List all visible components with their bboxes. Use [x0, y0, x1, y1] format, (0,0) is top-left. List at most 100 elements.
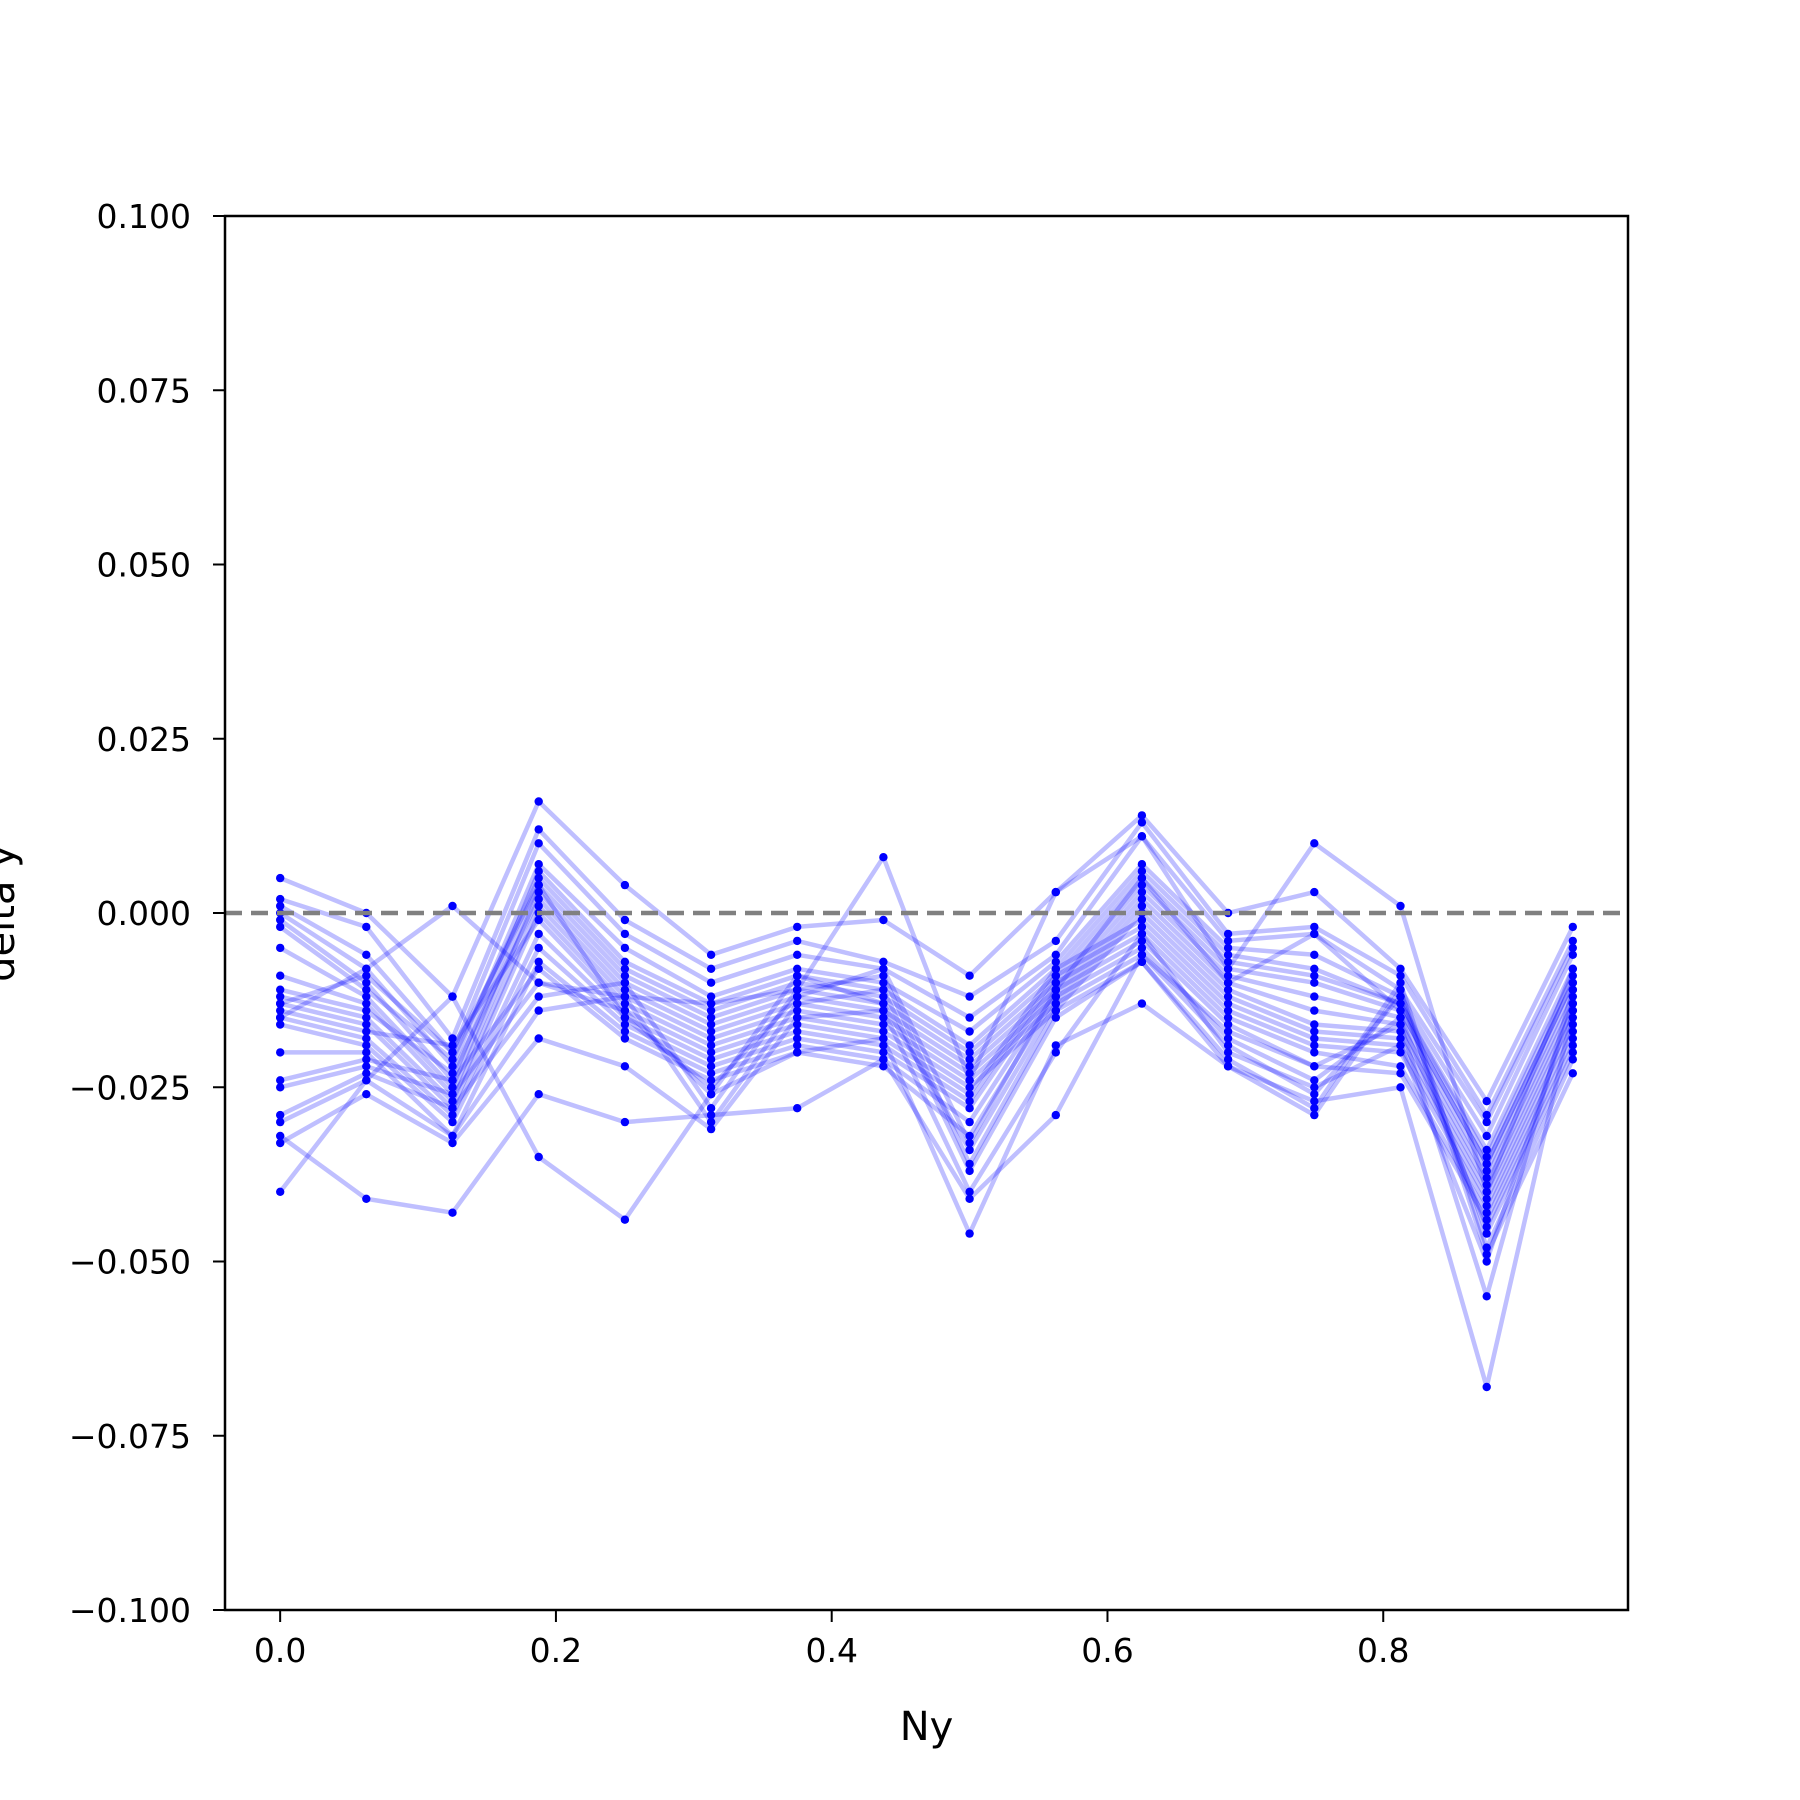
data-point: [620, 992, 630, 1001]
x-tick-label: 0.4: [805, 1631, 857, 1670]
data-point: [1137, 943, 1147, 953]
data-point: [620, 1117, 630, 1127]
data-point: [1568, 964, 1578, 973]
data-point: [1223, 929, 1233, 939]
data-point: [1310, 1090, 1319, 1099]
data-point: [1051, 1048, 1061, 1057]
data-point: [1137, 950, 1147, 959]
series-line: [279, 820, 1575, 1118]
data-point: [1310, 1027, 1319, 1036]
data-point: [706, 992, 716, 1001]
data-point: [879, 1041, 888, 1050]
data-point: [1310, 1083, 1319, 1092]
data-point: [534, 873, 543, 883]
data-point: [793, 1034, 802, 1043]
data-point: [362, 950, 371, 959]
data-point: [706, 1104, 716, 1113]
data-point: [448, 901, 457, 911]
data-point: [1310, 950, 1319, 959]
data-point: [1310, 964, 1319, 973]
data-point: [706, 1083, 716, 1092]
data-point: [879, 964, 888, 973]
data-point: [879, 978, 888, 987]
data-point: [276, 1020, 285, 1029]
data-point: [276, 1048, 285, 1057]
data-point: [620, 957, 630, 966]
data-point: [793, 999, 802, 1008]
series-line: [279, 882, 1575, 1167]
data-point: [1568, 1034, 1578, 1043]
data-point: [965, 971, 974, 980]
data-point: [1568, 1006, 1578, 1015]
data-point: [1137, 915, 1147, 925]
data-point: [1396, 1069, 1405, 1078]
series-layer: [276, 797, 1578, 1392]
data-point: [706, 1110, 716, 1120]
data-point: [1482, 1187, 1491, 1197]
data-point: [1223, 1062, 1233, 1071]
data-point: [362, 1062, 371, 1071]
data-point: [1223, 957, 1233, 966]
data-point: [534, 880, 543, 890]
data-point: [879, 999, 888, 1008]
data-point: [706, 1006, 716, 1015]
data-point: [1568, 1020, 1578, 1029]
x-tick-label: 0.2: [530, 1631, 582, 1670]
data-point: [620, 915, 630, 925]
data-point: [620, 929, 630, 939]
series-line: [279, 959, 1575, 1257]
data-point: [534, 1152, 543, 1162]
y-axis-label: delta y: [0, 844, 24, 982]
data-point: [793, 1020, 802, 1029]
data-point: [448, 1083, 457, 1092]
data-point: [965, 992, 974, 1001]
data-point: [1396, 985, 1405, 994]
data-point: [879, 1034, 888, 1043]
data-point: [276, 1138, 285, 1148]
data-point: [362, 1041, 371, 1050]
data-point: [534, 901, 543, 911]
data-point: [793, 1041, 802, 1050]
series-20: [276, 929, 1578, 1266]
data-point: [362, 978, 371, 987]
data-point: [534, 1090, 543, 1099]
data-point: [1568, 992, 1578, 1001]
data-point: [1223, 999, 1233, 1008]
data-point: [534, 1006, 543, 1015]
data-point: [1310, 922, 1319, 932]
data-point: [965, 1131, 974, 1141]
data-point: [1482, 1131, 1491, 1141]
data-point: [448, 1069, 457, 1078]
data-point: [1137, 880, 1147, 890]
data-point: [1051, 1006, 1061, 1015]
data-point: [965, 1166, 974, 1176]
data-point: [793, 985, 802, 994]
data-point: [448, 1076, 457, 1085]
data-point: [534, 992, 543, 1001]
data-point: [965, 1187, 974, 1197]
data-point: [1396, 964, 1405, 973]
data-point: [1310, 978, 1319, 987]
y-tick-label: −0.025: [69, 1068, 191, 1107]
data-point: [965, 1138, 974, 1148]
data-point: [276, 943, 285, 953]
data-point: [362, 1034, 371, 1043]
data-point: [1396, 971, 1405, 980]
data-point: [879, 1027, 888, 1036]
series-21: [276, 950, 1578, 1301]
data-point: [448, 1062, 457, 1071]
x-tick-label: 0.6: [1081, 1631, 1133, 1670]
data-point: [879, 1013, 888, 1022]
data-point: [965, 1048, 974, 1057]
data-point: [620, 1020, 630, 1029]
data-point: [1568, 971, 1578, 980]
data-point: [1223, 950, 1233, 959]
data-point: [448, 1110, 457, 1120]
data-point: [534, 797, 543, 806]
data-point: [965, 1145, 974, 1155]
data-point: [1568, 950, 1578, 959]
data-point: [1310, 1076, 1319, 1085]
data-point: [965, 1090, 974, 1099]
data-point: [276, 915, 285, 925]
